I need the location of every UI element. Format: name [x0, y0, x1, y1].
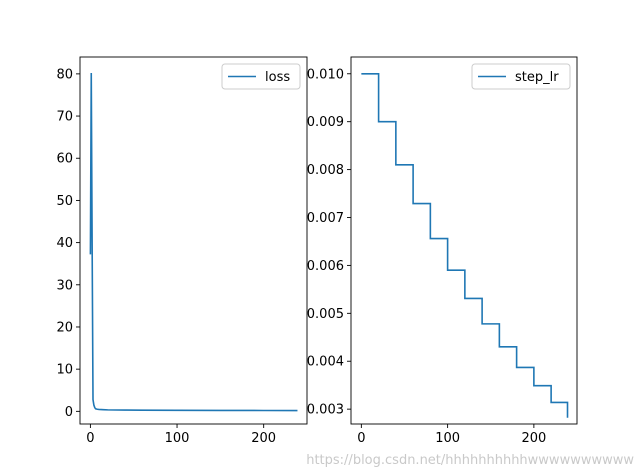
y-tick-label: 70: [56, 110, 73, 125]
y-tick-label: 0.010: [307, 67, 344, 82]
legend-box: [221, 63, 301, 90]
y-tick-label: 30: [56, 278, 73, 293]
x-tick-label: 200: [251, 431, 276, 446]
step-lr-chart-panel: 0 100 200 0.003 0.004 0.005 0.006 0.007 0.008 0.0…: [307, 56, 578, 446]
y-tick-label: 0.009: [307, 115, 344, 130]
axes-frame: [79, 56, 308, 425]
x-tick-label: 100: [165, 431, 190, 446]
x-tick-label: 0: [357, 431, 365, 446]
series-line-loss: [89, 73, 298, 412]
y-tick-label: 80: [56, 67, 73, 82]
axes-frame: [350, 56, 578, 425]
loss-chart-panel: 0 100 200 0 10 20 30 40 50 60 70 80 loss: [56, 56, 308, 446]
legend-box: [471, 63, 571, 90]
y-tick-label: 60: [56, 152, 73, 167]
y-tick-label: 0.005: [307, 307, 344, 322]
legend: step_lr: [471, 63, 571, 90]
y-tick-label: 40: [56, 236, 73, 251]
x-tick-label: 0: [86, 431, 94, 446]
y-tick-label: 0.007: [307, 211, 344, 226]
series-line-step_lr: [361, 72, 569, 418]
x-tick-label: 100: [435, 431, 460, 446]
y-tick-label: 0.008: [307, 163, 344, 178]
y-tick-label: 10: [56, 363, 73, 378]
legend-label: step_lr: [515, 70, 559, 85]
legend-label: loss: [265, 70, 290, 85]
y-tick-label: 0: [65, 405, 73, 420]
y-tick-label: 20: [56, 320, 73, 335]
x-tick-label: 200: [521, 431, 546, 446]
y-tick-label: 0.003: [307, 403, 344, 418]
y-tick-label: 50: [56, 194, 73, 209]
y-tick-label: 0.006: [307, 259, 344, 274]
y-tick-label: 0.004: [307, 355, 344, 370]
watermark: https://blog.csdn.net/hhhhhhhhhhwwwwwwww…: [306, 453, 634, 468]
legend: loss: [221, 63, 301, 90]
